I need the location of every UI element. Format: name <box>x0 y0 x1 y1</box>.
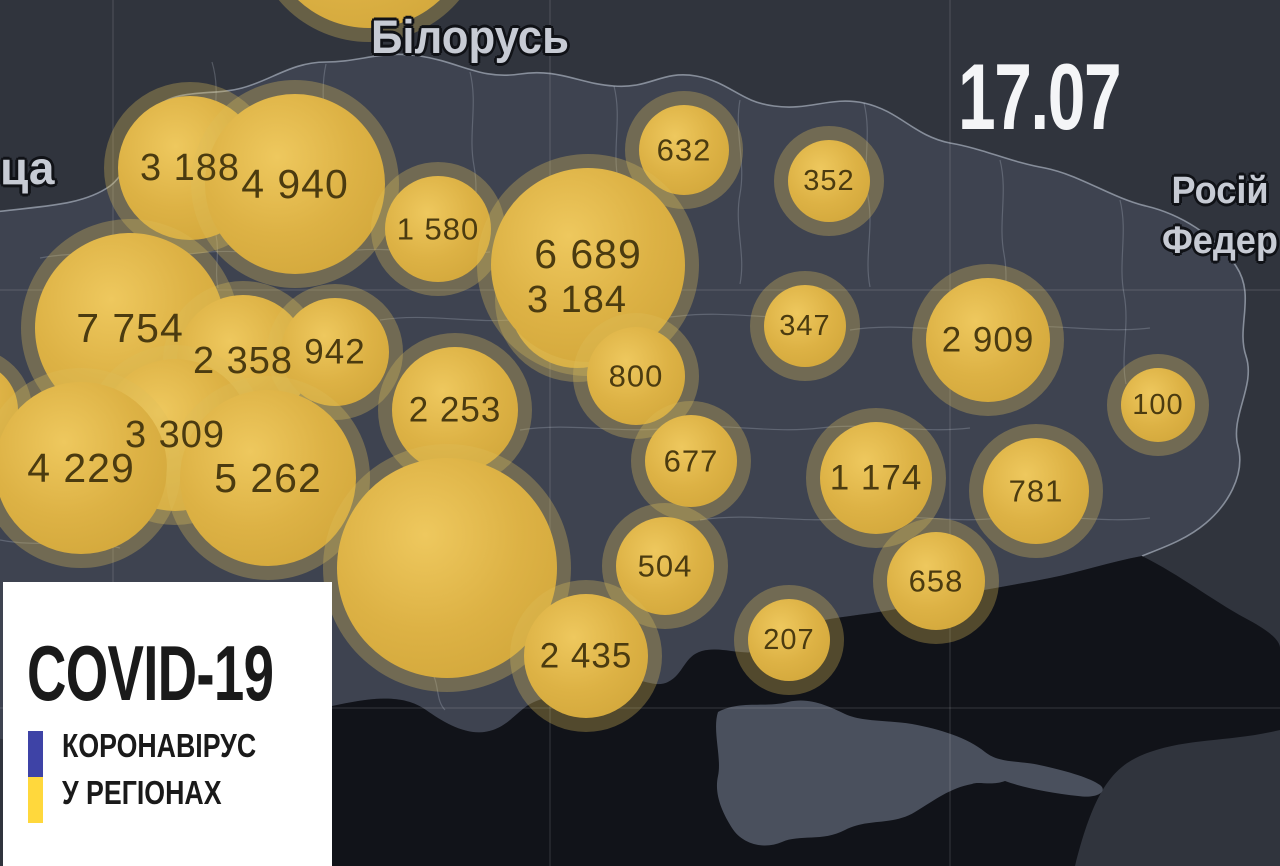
bubble-value: 347 <box>779 310 830 342</box>
region-bubble <box>524 594 648 718</box>
region-bubble <box>926 278 1050 402</box>
bubble-value: 2 358 <box>193 340 293 382</box>
bubble-value: 4 940 <box>241 161 349 207</box>
bubble-value: 658 <box>909 564 964 599</box>
flag-yellow-stripe <box>28 777 43 823</box>
bubble-value: 781 <box>1009 474 1064 509</box>
legend-subtitle-line1: КОРОНАВІРУС <box>62 727 257 764</box>
country-label-russia: Росій Федер <box>1162 166 1278 266</box>
region-bubble <box>983 438 1089 544</box>
region-bubble <box>298 0 440 28</box>
region-bubble <box>385 176 491 282</box>
region-bubble <box>587 327 685 425</box>
bubble-value: 2 435 <box>540 637 633 676</box>
bubble-value: 942 <box>304 333 365 372</box>
bubble-value: 632 <box>657 133 712 168</box>
legend-title: COVID-19 <box>27 629 274 717</box>
bubble-value: 352 <box>803 165 854 197</box>
bubble-value: 3 188 <box>140 147 240 189</box>
region-bubble <box>0 382 167 554</box>
crimea-peninsula <box>716 700 1103 846</box>
date-label: 17.07 <box>958 44 1122 149</box>
bubble-value: 5 262 <box>214 455 322 501</box>
region-bubble <box>180 390 356 566</box>
region-bubble <box>887 532 985 630</box>
legend-subtitle-line2: У РЕГІОНАХ <box>62 774 222 811</box>
region-bubble <box>281 298 389 406</box>
region-bubble <box>491 168 685 362</box>
country-label-russia-line1: Росій <box>1171 170 1269 212</box>
country-label-russia-line2: Федер <box>1162 220 1278 263</box>
region-bubble <box>1121 368 1195 442</box>
country-label-west-cut: ца <box>0 142 55 194</box>
bubble-value: 3 309 <box>125 414 225 456</box>
region-bubble <box>820 422 932 534</box>
bubble-value: 4 229 <box>27 445 135 491</box>
region-bubble <box>337 458 557 678</box>
region-bubble <box>764 285 846 367</box>
region-bubble <box>639 105 729 195</box>
region-bubble <box>392 347 518 473</box>
bubble-value: 2 909 <box>942 321 1035 360</box>
bubble-value: 1 580 <box>397 212 480 247</box>
flag-blue-stripe <box>28 731 43 777</box>
region-bubble <box>788 140 870 222</box>
bubble-value: 207 <box>763 624 814 656</box>
bubble-value: 800 <box>609 359 664 394</box>
region-bubble <box>748 599 830 681</box>
region-bubble <box>205 94 385 274</box>
bubble-value: 677 <box>664 444 719 479</box>
bubble-value: 504 <box>638 549 693 584</box>
ukraine-flag-icon <box>28 731 43 823</box>
bubble-value: 2 253 <box>409 391 502 430</box>
region-bubble <box>616 517 714 615</box>
bubble-value: 6 689 <box>534 231 642 277</box>
region-bubble <box>645 415 737 507</box>
country-label-belarus: Білорусь <box>370 10 569 63</box>
legend-panel <box>3 582 332 866</box>
ukraine-border <box>0 53 1250 557</box>
bubble-value: 7 754 <box>76 305 184 351</box>
case-bubbles-layer <box>0 0 1209 732</box>
bubble-value: 100 <box>1132 389 1183 421</box>
bubble-value: 1 174 <box>830 459 923 498</box>
bubble-value: 3 184 <box>527 279 627 321</box>
